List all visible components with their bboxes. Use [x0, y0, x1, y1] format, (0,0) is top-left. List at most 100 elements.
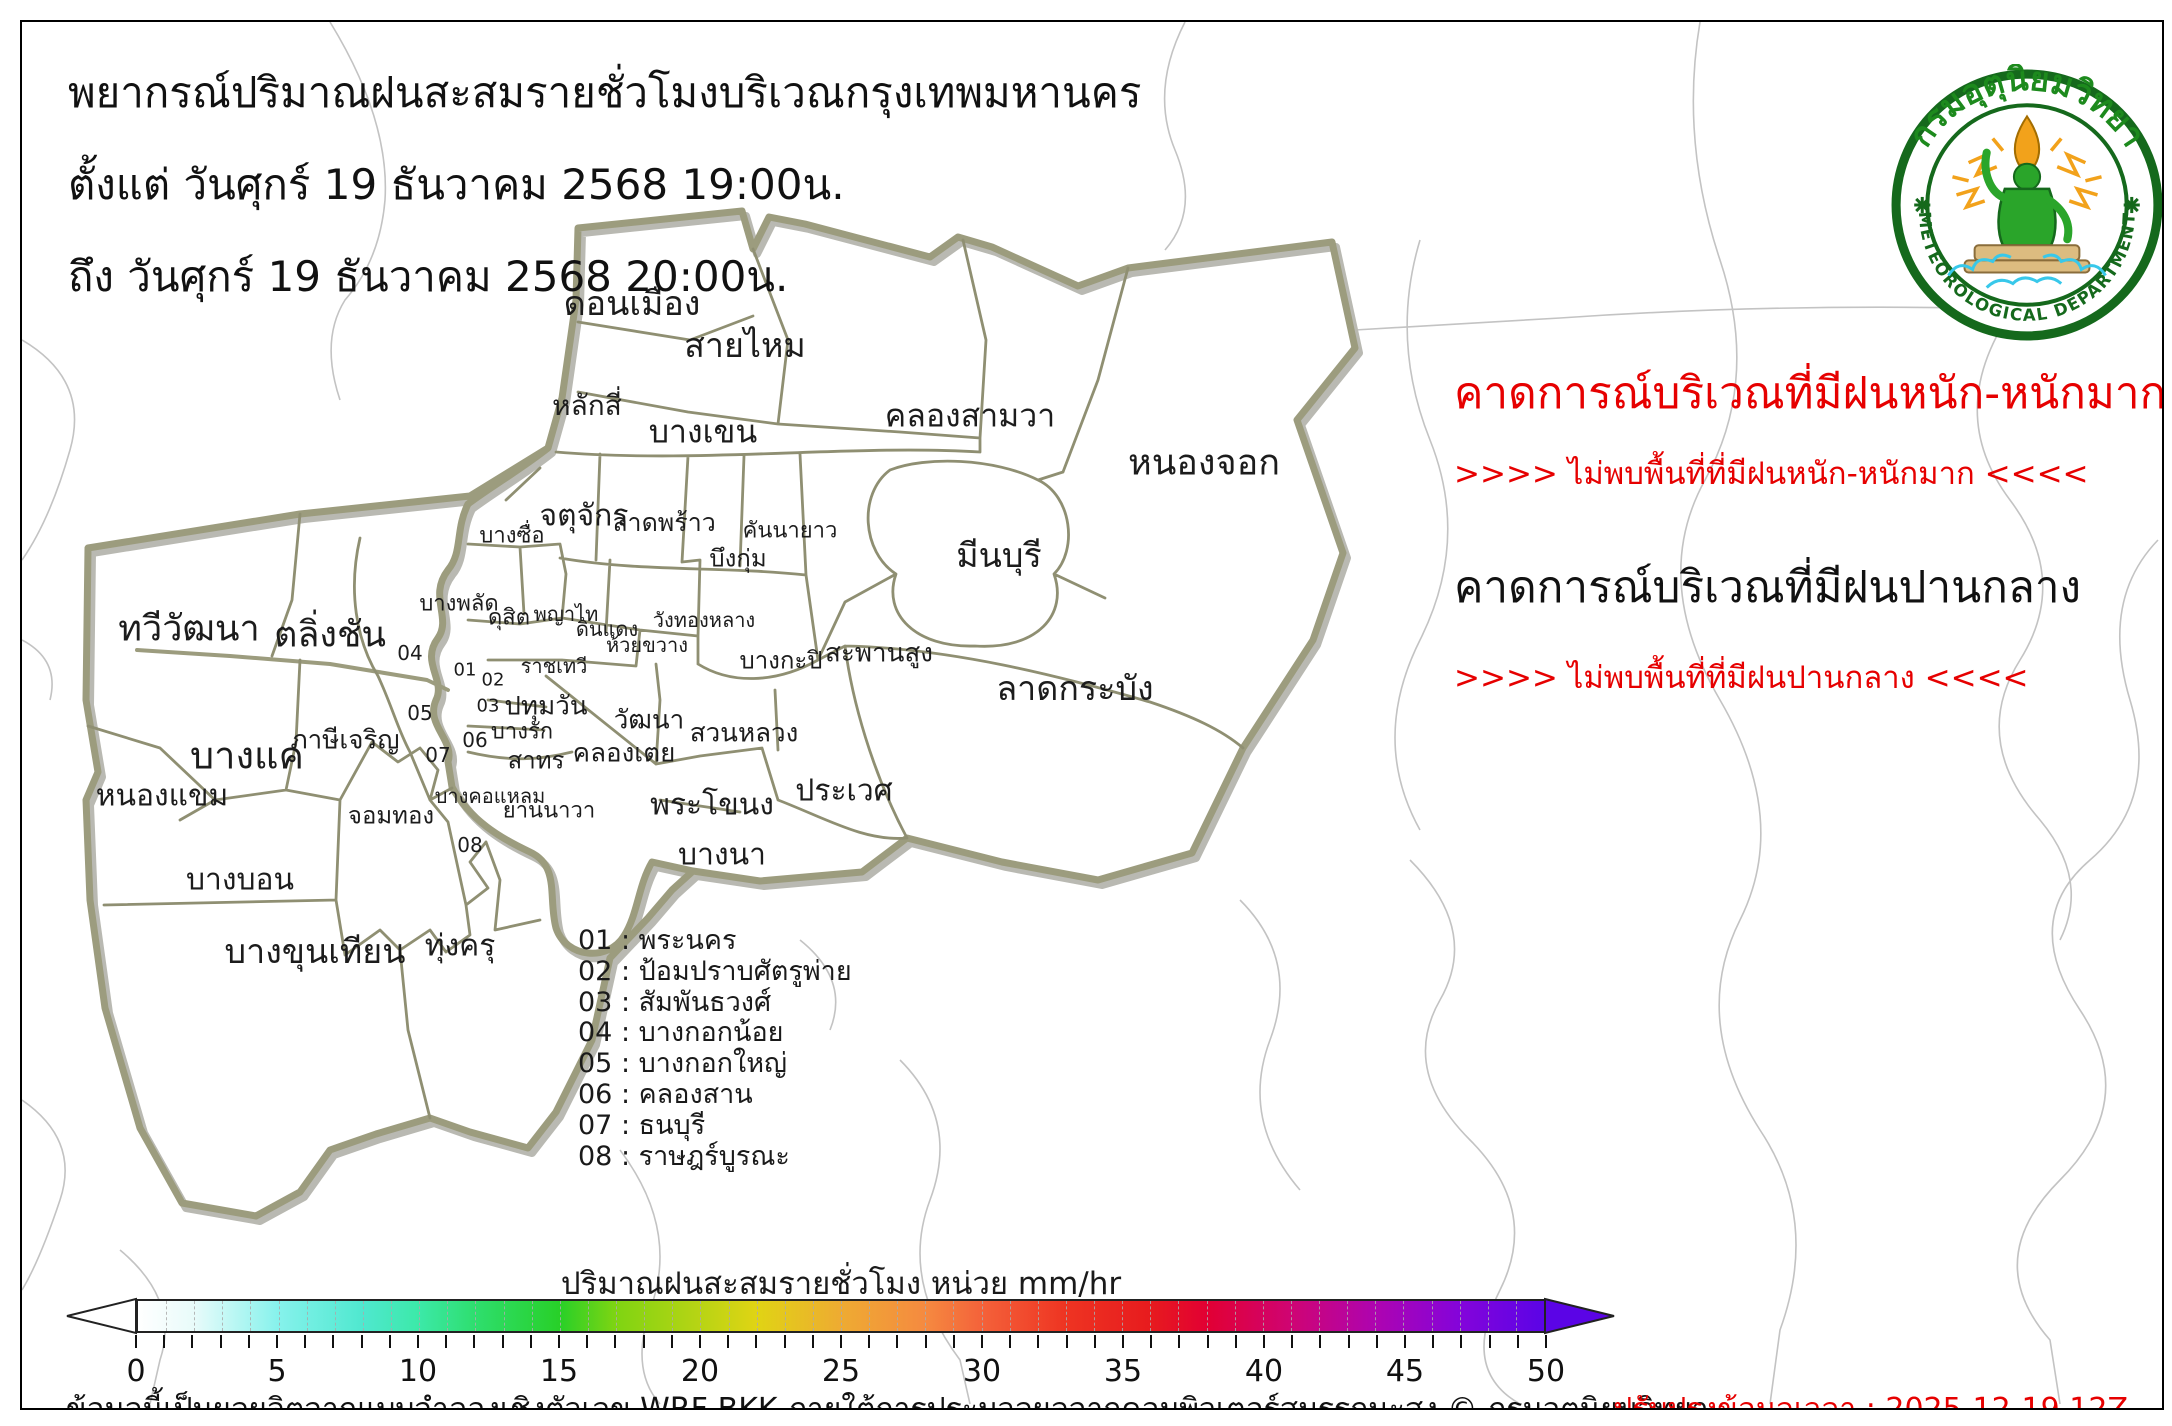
colorbar-unit-gridline [784, 1301, 786, 1331]
colorbar-unit-gridline [447, 1301, 449, 1331]
logo-deity-figure [1947, 114, 2107, 289]
colorbar-unit-gridline [419, 1301, 421, 1331]
numbered-district-row: 01 : พระนคร [578, 925, 737, 956]
colorbar-tick [981, 1335, 983, 1348]
colorbar-tick [1432, 1335, 1435, 1348]
colorbar-tick [417, 1335, 419, 1348]
colorbar-tick [1488, 1335, 1491, 1348]
colorbar-tick [755, 1335, 758, 1348]
colorbar-unit-gridline [250, 1301, 252, 1331]
colorbar-tick [360, 1335, 363, 1348]
colorbar-unit-gridline [756, 1301, 758, 1331]
colorbar-tick [1234, 1335, 1237, 1348]
colorbar-unit-gridline [981, 1301, 983, 1331]
logo-clouds [1947, 253, 2107, 289]
colorbar-unit-gridline [1403, 1301, 1405, 1331]
colorbar-unit-gridline [166, 1301, 168, 1331]
colorbar-tick [1545, 1335, 1547, 1348]
colorbar-tick [1122, 1335, 1124, 1348]
moderate-rain-forecast-heading: คาดการณ์บริเวณที่มีฝนปานกลาง [1454, 562, 2082, 613]
colorbar-unit-gridline [194, 1301, 196, 1331]
colorbar-unit-gridline [1375, 1301, 1377, 1331]
colorbar-unit-gridline [1431, 1301, 1433, 1331]
numbered-district-row: 02 : ป้อมปราบศัตรูพ่าย [578, 955, 852, 987]
colorbar-unit-gridline [1290, 1301, 1292, 1331]
colorbar-tick [727, 1335, 730, 1348]
colorbar-tick-label: 35 [1103, 1354, 1143, 1389]
colorbar-tick [473, 1335, 476, 1348]
colorbar-unit-gridline [362, 1301, 364, 1331]
map-frame: ดอนเมือง สายไหม หลักสี่ บางเขน คลองสามวา หนอง… [20, 20, 2164, 1410]
colorbar-tick [191, 1335, 194, 1348]
colorbar-tick [1291, 1335, 1294, 1348]
colorbar-tick [586, 1335, 589, 1348]
colorbar-tick [163, 1335, 166, 1348]
colorbar-tick-label: 10 [398, 1354, 438, 1389]
colorbar-unit-gridline [1065, 1301, 1067, 1331]
bangkok-district-map [22, 22, 2159, 1405]
colorbar-tick [304, 1335, 307, 1348]
colorbar-unit-gridline [897, 1301, 899, 1331]
colorbar-tick-label: 20 [680, 1354, 720, 1389]
logo-left-arm [1981, 148, 2011, 203]
colorbar-unit-gridline [953, 1301, 955, 1331]
colorbar-tick [670, 1335, 673, 1348]
colorbar-unit-gridline [306, 1301, 308, 1331]
colorbar-tick-label: 45 [1385, 1354, 1425, 1389]
colorbar-tick [558, 1335, 560, 1348]
colorbar-unit-gridline [587, 1301, 589, 1331]
data-updated-timestamp: ปรับปรุงข้อมูลเวลา : 2025-12-19 12Z [1613, 1392, 2128, 1410]
colorbar-tick [952, 1335, 955, 1348]
colorbar-unit-gridline [1150, 1301, 1152, 1331]
colorbar-tick [332, 1335, 335, 1348]
colorbar-unit-gridline [334, 1301, 336, 1331]
colorbar-unit-gridline [1515, 1301, 1517, 1331]
heavy-rain-forecast-heading: คาดการณ์บริเวณที่มีฝนหนัก-หนักมาก [1454, 368, 2164, 419]
colorbar-tick [529, 1335, 532, 1348]
colorbar-tick [247, 1335, 250, 1348]
colorbar-unit-gridline [391, 1301, 393, 1331]
colorbar-tick [924, 1335, 927, 1348]
colorbar-unit-gridline [812, 1301, 814, 1331]
colorbar-unit-gridline [1009, 1301, 1011, 1331]
colorbar-unit-gridline [503, 1301, 505, 1331]
colorbar-tick [783, 1335, 786, 1348]
colorbar-tick-label: 0 [126, 1354, 146, 1389]
colorbar-tick-label: 30 [962, 1354, 1002, 1389]
title-period-to: ถึง วันศุกร์ 19 ธันวาคม 2568 20:00น. [68, 252, 789, 301]
colorbar-unit-gridline [1487, 1301, 1489, 1331]
data-source-note: ข้อมูลนี้เป็นผลผลิตจากแบบจำลองเชิงตัวเลข… [66, 1392, 1709, 1410]
colorbar-tick [388, 1335, 391, 1348]
numbered-district-row: 08 : ราษฎร์บูรณะ [578, 1140, 790, 1172]
colorbar-tick [896, 1335, 899, 1348]
colorbar-tick-label: 5 [267, 1354, 287, 1389]
colorbar-unit-gridline [700, 1301, 702, 1331]
colorbar-tick [1009, 1335, 1012, 1348]
colorbar-unit-gridline [1319, 1301, 1321, 1331]
colorbar-unit-gridline [728, 1301, 730, 1331]
colorbar-tick-label: 40 [1244, 1354, 1284, 1389]
heavy-rain-forecast-status: >>>> ไม่พบพื้นที่ที่มีฝนหนัก-หนักมาก <<<… [1454, 456, 2089, 492]
colorbar-unit-gridline [531, 1301, 533, 1331]
colorbar-tick [1404, 1335, 1406, 1348]
colorbar-tick [642, 1335, 645, 1348]
colorbar-unit-gridline [1122, 1301, 1124, 1331]
colorbar-unit-gridline [559, 1301, 561, 1331]
colorbar-tick [1093, 1335, 1096, 1348]
district-boundary-lines [86, 238, 1245, 1120]
colorbar-tick-label: 50 [1526, 1354, 1566, 1389]
colorbar-tick [1065, 1335, 1068, 1348]
colorbar-tick [1347, 1335, 1350, 1348]
logo-side-ornaments [1914, 196, 2140, 214]
colorbar-tick [840, 1335, 842, 1348]
colorbar-tick [219, 1335, 222, 1348]
numbered-district-row: 03 : สัมพันธวงศ์ [578, 986, 772, 1018]
colorbar-tick [811, 1335, 814, 1348]
logo-pedestal-top [1973, 244, 2081, 262]
colorbar-tick-label: 25 [821, 1354, 861, 1389]
colorbar-unit-gridline [222, 1301, 224, 1331]
colorbar-tick [1206, 1335, 1209, 1348]
logo-right-arm [2043, 194, 2073, 244]
colorbar-tick [135, 1335, 137, 1348]
logo-head [2012, 162, 2042, 191]
